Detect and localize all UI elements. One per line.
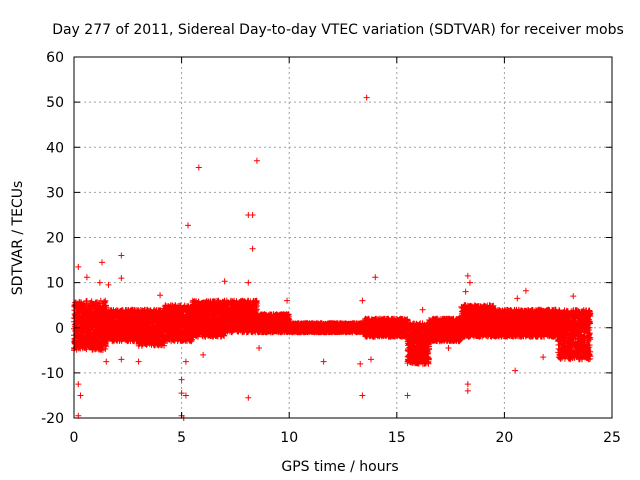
sdtvar-outlier-point xyxy=(157,292,164,299)
sdtvar-outlier-point xyxy=(221,278,228,285)
sdtvar-outlier-point xyxy=(363,94,370,101)
sdtvar-outlier-point xyxy=(512,367,519,374)
y-axis-title: SDTVAR / TECUs xyxy=(10,181,26,296)
sdtvar-outlier-point xyxy=(367,356,374,363)
x-tick-label: 25 xyxy=(603,430,621,446)
grid-layer xyxy=(74,57,612,418)
sdtvar-outlier-point xyxy=(182,392,189,399)
sdtvar-outlier-point xyxy=(359,297,366,304)
sdtvar-outlier-point xyxy=(178,376,185,383)
sdtvar-outlier-point xyxy=(77,392,84,399)
sdtvar-outlier-point xyxy=(464,387,471,394)
x-tick-label: 15 xyxy=(388,430,406,446)
y-tick-label: 20 xyxy=(46,231,64,247)
sdtvar-outlier-point xyxy=(182,358,189,365)
sdtvar-outlier-point xyxy=(249,245,256,252)
sdtvar-outlier-point xyxy=(464,381,471,388)
y-tick-label: 60 xyxy=(46,50,64,66)
sdtvar-outlier-point xyxy=(256,345,263,352)
tick-labels: 0 5 10 15 20 25 -20 -10 0 10 20 30 40 50 60 xyxy=(41,50,621,446)
y-tick-label: 50 xyxy=(46,95,64,111)
sdtvar-outlier-point xyxy=(118,356,125,363)
sdtvar-outlier-point xyxy=(98,259,105,266)
y-tick-label: -20 xyxy=(41,411,64,427)
sdtvar-band-points xyxy=(71,297,594,367)
sdtvar-outlier-point xyxy=(320,358,327,365)
y-tick-label: 10 xyxy=(46,276,64,292)
y-tick-label: 0 xyxy=(55,321,64,337)
x-axis-title: GPS time / hours xyxy=(281,459,398,475)
x-tick-label: 20 xyxy=(495,430,513,446)
sdtvar-outlier-point xyxy=(185,222,192,229)
sdtvar-outlier-point xyxy=(514,295,521,302)
sdtvar-outlier-point xyxy=(466,279,473,286)
sdtvar-outlier-point xyxy=(245,394,252,401)
sdtvar-outlier-point xyxy=(105,281,112,288)
sdtvar-outlier-point xyxy=(178,390,185,397)
sdtvar-outlier-point xyxy=(522,287,529,294)
sdtvar-outlier-point xyxy=(464,272,471,279)
y-tick-label: -10 xyxy=(41,366,64,382)
sdtvar-outlier-point xyxy=(195,164,202,171)
sdtvar-outlier-point xyxy=(75,263,82,270)
sdtvar-outlier-point xyxy=(540,354,547,361)
sdtvar-outlier-point xyxy=(200,351,207,358)
sdtvar-outlier-point xyxy=(404,392,411,399)
y-tick-label: 40 xyxy=(46,140,64,156)
sdtvar-outlier-point xyxy=(359,392,366,399)
sdtvar-outlier-point xyxy=(103,358,110,365)
sdtvar-outlier-point xyxy=(83,274,90,281)
sdtvar-outlier-point xyxy=(462,288,469,295)
sdtvar-outlier-point xyxy=(357,360,364,367)
x-tick-label: 5 xyxy=(177,430,186,446)
sdtvar-outlier-point xyxy=(118,275,125,282)
sdtvar-outlier-point xyxy=(118,252,125,259)
sdtvar-outlier-point xyxy=(96,279,103,286)
sdtvar-outlier-point xyxy=(419,306,426,313)
sdtvar-outlier-point xyxy=(135,358,142,365)
axis-ticks xyxy=(73,56,613,419)
sdtvar-outlier-point xyxy=(445,345,452,352)
y-tick-label: 30 xyxy=(46,185,64,201)
x-tick-label: 0 xyxy=(70,430,79,446)
x-tick-label: 10 xyxy=(280,430,298,446)
sdtvar-outlier-point xyxy=(249,211,256,218)
sdtvar-outlier-point xyxy=(372,274,379,281)
sdtvar-outlier-point xyxy=(253,157,260,164)
sdtvar-outlier-point xyxy=(462,302,469,309)
sdtvar-outlier-point xyxy=(75,381,82,388)
chart-title: Day 277 of 2011, Sidereal Day-to-day VTE… xyxy=(52,22,624,38)
sdtvar-outlier-point xyxy=(570,293,577,300)
sdtvar-outlier-point xyxy=(245,279,252,286)
sdtvar-outlier-point xyxy=(284,297,291,304)
sdtvar-series xyxy=(71,94,594,421)
